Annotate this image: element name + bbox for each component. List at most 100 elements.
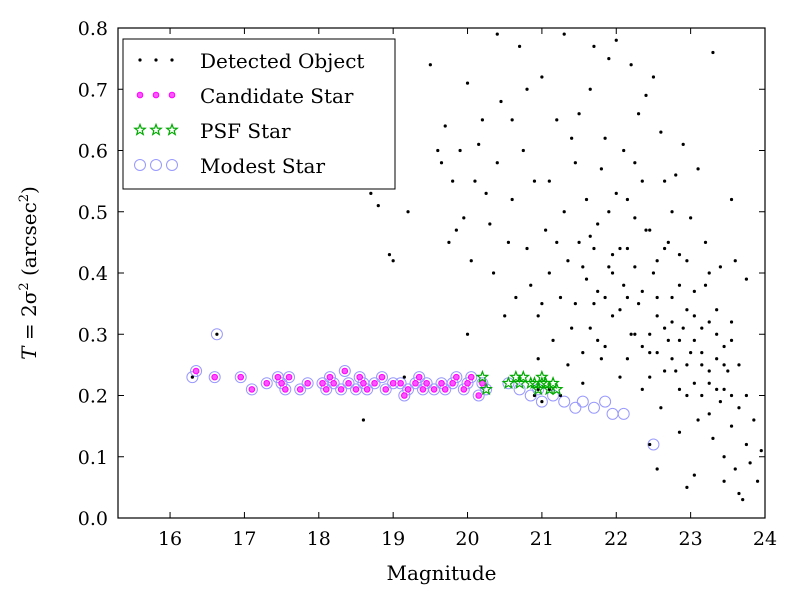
detected-object-point [659, 406, 663, 410]
detected-object-point [458, 148, 462, 153]
detected-object-point [488, 222, 492, 226]
candidate-star-point [192, 367, 200, 375]
detected-object-point [215, 332, 219, 336]
detected-object-point [685, 393, 689, 398]
detected-object-point [677, 283, 682, 287]
candidate-star-point [274, 373, 282, 381]
detected-object-point [748, 461, 752, 465]
y-axis-label-part: = 2σ [17, 290, 41, 346]
detected-object-point [729, 338, 734, 342]
detected-object-point [544, 228, 548, 232]
detected-object-point [540, 302, 544, 306]
legend-marker-detected-object [170, 58, 174, 62]
series-modest-star [186, 328, 660, 451]
candidate-star-point [423, 379, 430, 387]
detected-object-point [603, 136, 607, 140]
legend-marker-modest-star [134, 159, 146, 171]
detected-object-point [674, 173, 678, 177]
detected-object-point [737, 363, 741, 367]
x-tick-label: 21 [530, 528, 554, 550]
candidate-star-point [263, 379, 271, 387]
detected-object-point [629, 332, 633, 336]
detected-object-point [540, 400, 544, 404]
detected-object-point [711, 436, 715, 440]
detected-object-point [677, 387, 682, 391]
candidate-star-point [278, 379, 285, 387]
detected-object-point [443, 124, 447, 128]
detected-object-point [651, 271, 656, 275]
psf-star-point [516, 369, 531, 383]
legend-item-modest-star: Modest Star [134, 154, 325, 178]
candidate-star-point [345, 379, 352, 387]
detected-object-point [551, 338, 555, 342]
detected-object-point [629, 63, 633, 67]
x-tick-label: 23 [679, 528, 703, 550]
detected-object-point [484, 191, 488, 195]
detected-object-point [495, 32, 499, 36]
modest-star-point [327, 377, 340, 390]
modest-star-point [210, 328, 223, 341]
x-tick-label: 17 [232, 528, 256, 550]
detected-object-point [361, 418, 366, 422]
detected-object-point [707, 271, 711, 275]
detected-object-point [599, 357, 603, 361]
legend-item-psf-star: PSF Star [133, 119, 291, 143]
detected-object-point [439, 161, 444, 165]
detected-object-point [596, 338, 600, 342]
detected-object-point [584, 197, 589, 202]
detected-object-point [744, 393, 749, 398]
candidate-star-point [449, 379, 456, 387]
detected-object-point [655, 351, 659, 355]
detected-object-point [633, 216, 637, 220]
modest-star-point [647, 438, 660, 451]
detected-object-point [581, 351, 585, 355]
detected-object-point [558, 295, 563, 300]
series-candidate-star [192, 367, 486, 399]
candidate-star-point [356, 373, 363, 381]
detected-object-point [733, 259, 737, 263]
legend-marker-psf-star [133, 122, 147, 136]
x-tick-label: 18 [307, 528, 331, 550]
detected-object-point [700, 363, 704, 367]
detected-object-point [722, 344, 726, 349]
modest-star-point [283, 371, 296, 384]
y-axis-label-part: (arcsec [17, 202, 41, 282]
detected-object-point [625, 246, 630, 251]
detected-object-point [648, 332, 652, 336]
detected-object-point [536, 314, 540, 318]
y-tick-label: 0.6 [78, 141, 108, 163]
candidate-star-point [285, 373, 293, 381]
detected-object-point [480, 118, 485, 122]
candidate-star-point [378, 373, 386, 381]
detected-object-point [718, 400, 722, 404]
detected-object-point [547, 387, 551, 391]
detected-object-point [670, 210, 674, 214]
legend-marker-psf-star [149, 122, 163, 136]
candidate-star-point [404, 386, 412, 393]
detected-object-point [521, 148, 525, 153]
candidate-star-point [475, 392, 482, 399]
detected-object-point [715, 332, 719, 336]
legend-marker-psf-star [165, 122, 179, 136]
detected-object-point [752, 418, 756, 422]
detected-object-point [469, 259, 473, 263]
candidate-star-point [341, 367, 349, 375]
detected-object-point [510, 118, 514, 122]
modest-star-point [342, 377, 355, 390]
modest-star-point [535, 395, 548, 408]
detected-object-point [715, 308, 719, 312]
modest-star-point [320, 383, 333, 396]
detected-object-point [655, 314, 659, 318]
y-tick-label: 0.1 [78, 447, 108, 469]
candidate-star-point [319, 379, 326, 387]
modest-star-point [376, 371, 389, 384]
candidate-star-point [479, 379, 486, 387]
y-axis-label-part: 2 [17, 282, 32, 290]
detected-object-point [677, 338, 682, 342]
modest-star-point [279, 383, 292, 396]
detected-object-point [722, 479, 726, 483]
candidate-star-point [363, 386, 371, 393]
modest-star-point [599, 395, 612, 408]
detected-object-point [655, 467, 659, 471]
detected-object-point [514, 295, 518, 300]
